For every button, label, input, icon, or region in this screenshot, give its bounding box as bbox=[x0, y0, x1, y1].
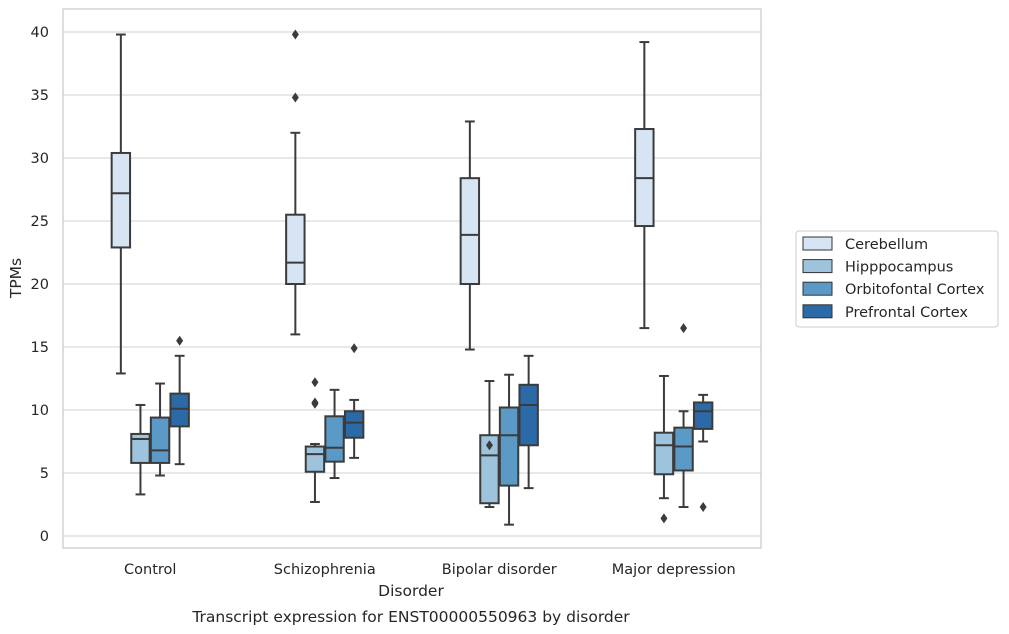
box-iqr bbox=[304, 445, 326, 473]
outlier-point bbox=[291, 29, 299, 40]
legend-swatch bbox=[802, 304, 833, 319]
box-group bbox=[653, 374, 675, 524]
legend: Cerebellum Hipppocampus Orbitofontal Corte… bbox=[795, 230, 999, 328]
box-group bbox=[285, 29, 306, 336]
box-group bbox=[169, 335, 190, 466]
y-tick-label: 15 bbox=[31, 340, 49, 356]
legend-label: Prefrontal Cortex bbox=[845, 305, 968, 321]
legend-label: Cerebellum bbox=[845, 237, 928, 253]
box-group bbox=[518, 354, 539, 490]
box-iqr bbox=[130, 432, 151, 464]
x-tick-label: Bipolar disorder bbox=[442, 562, 557, 578]
box-iqr bbox=[692, 401, 714, 430]
outlier-point bbox=[311, 397, 319, 408]
box-group bbox=[110, 33, 132, 375]
box-groups bbox=[110, 29, 714, 526]
box-iqr bbox=[149, 416, 171, 464]
outlier-point bbox=[699, 502, 707, 513]
legend-swatch bbox=[802, 281, 833, 296]
box-group bbox=[498, 373, 520, 526]
box-group bbox=[130, 403, 151, 496]
x-tick-label: Major depression bbox=[612, 562, 736, 578]
box-iqr bbox=[498, 406, 520, 487]
chart-title: Transcript expression for ENST0000055096… bbox=[191, 608, 630, 626]
box-group bbox=[673, 323, 694, 509]
outlier-point bbox=[176, 335, 184, 346]
box-iqr bbox=[673, 426, 694, 472]
x-axis-ticks: Control Schizophrenia Bipolar disorder Majo… bbox=[124, 562, 736, 578]
box-group bbox=[324, 388, 345, 480]
box-group bbox=[634, 41, 655, 330]
legend-label: Hipppocampus bbox=[845, 260, 953, 276]
y-axis-title: TPMs bbox=[7, 258, 25, 299]
x-axis-title: Disorder bbox=[378, 582, 444, 600]
box-iqr bbox=[285, 213, 306, 285]
box-group bbox=[479, 380, 500, 509]
box-iqr bbox=[653, 431, 675, 476]
legend-label: Orbitofontal Cortex bbox=[845, 282, 985, 298]
box-group bbox=[304, 377, 326, 503]
x-tick-label: Control bbox=[124, 562, 176, 578]
box-iqr bbox=[518, 383, 539, 447]
box-iqr bbox=[324, 415, 345, 463]
box-group bbox=[692, 393, 714, 513]
y-tick-label: 20 bbox=[31, 277, 49, 293]
y-tick-label: 5 bbox=[40, 466, 49, 482]
outlier-point bbox=[350, 343, 358, 354]
outlier-point bbox=[485, 440, 493, 451]
box-iqr bbox=[110, 151, 132, 249]
plot-area-frame bbox=[62, 8, 762, 549]
y-tick-label: 30 bbox=[31, 151, 49, 167]
box-iqr bbox=[343, 410, 365, 439]
outlier-point bbox=[680, 323, 688, 334]
box-iqr bbox=[459, 177, 481, 285]
y-tick-label: 0 bbox=[40, 529, 49, 545]
box-group bbox=[343, 343, 365, 459]
y-tick-label: 25 bbox=[31, 214, 49, 230]
outlier-point bbox=[311, 377, 319, 388]
outlier-point bbox=[291, 92, 299, 103]
legend-swatch bbox=[802, 236, 833, 251]
outlier-point bbox=[660, 513, 668, 524]
y-tick-label: 35 bbox=[31, 88, 49, 104]
box-group bbox=[149, 382, 171, 477]
y-axis-ticks: 0 5 10 15 20 25 30 35 40 bbox=[31, 25, 49, 545]
x-tick-label: Schizophrenia bbox=[274, 562, 376, 578]
box-group bbox=[459, 120, 481, 351]
box-iqr bbox=[169, 392, 190, 428]
box-iqr bbox=[479, 434, 500, 505]
legend-swatch bbox=[802, 259, 833, 274]
y-tick-label: 10 bbox=[31, 403, 49, 419]
y-tick-label: 40 bbox=[31, 25, 49, 41]
legend-frame bbox=[795, 230, 999, 328]
